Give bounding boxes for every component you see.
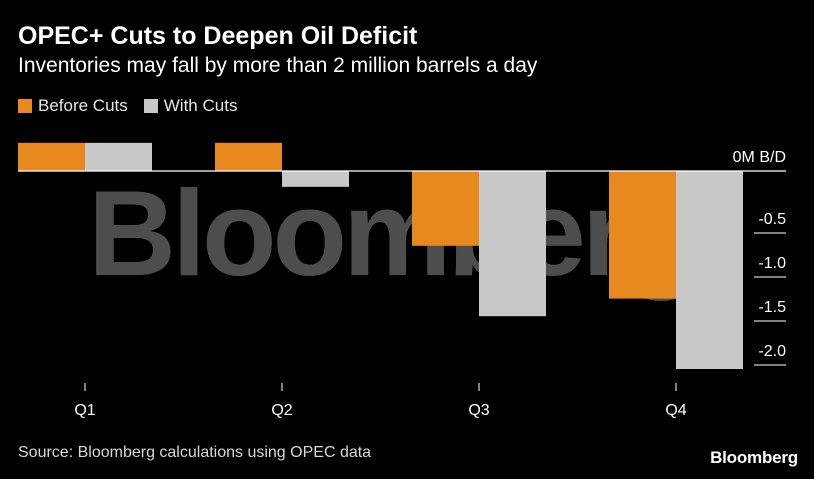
- legend-label-with-cuts: With Cuts: [163, 96, 238, 115]
- source-note: Source: Bloomberg calculations using OPE…: [18, 444, 372, 461]
- y-tick-label: -0.5: [758, 211, 786, 228]
- legend-item-with-cuts: With Cuts: [143, 96, 238, 116]
- bar-q2-with-cuts: [282, 171, 349, 187]
- y-tick-label: -1.0: [758, 255, 786, 272]
- legend-item-before-cuts: Before Cuts: [18, 96, 128, 116]
- bar-q3-before-cuts: [412, 171, 479, 246]
- x-tick-label: Q2: [271, 402, 292, 419]
- legend-swatch-with-cuts: [143, 99, 158, 113]
- x-tick-label: Q3: [468, 402, 489, 419]
- legend-label-before-cuts: Before Cuts: [38, 96, 128, 115]
- x-tick-label: Q1: [74, 402, 95, 419]
- bar-q4-before-cuts: [609, 171, 676, 299]
- y-tick-label: -2.0: [758, 343, 786, 360]
- legend-swatch-before-cuts: [18, 99, 32, 113]
- y-tick-label: -1.5: [758, 299, 786, 316]
- bar-q1-with-cuts: [85, 142, 152, 171]
- bar-q1-before-cuts: [18, 142, 85, 171]
- chart-subtitle: Inventories may fall by more than 2 mill…: [18, 54, 538, 77]
- legend: Before Cuts With Cuts: [18, 96, 253, 116]
- bar-q2-before-cuts: [215, 142, 282, 171]
- bloomberg-logo: Bloomberg: [710, 448, 798, 467]
- chart-title: OPEC+ Cuts to Deepen Oil Deficit: [18, 22, 418, 50]
- bar-q3-with-cuts: [479, 171, 546, 317]
- x-tick-label: Q4: [665, 402, 686, 419]
- bloomberg-watermark: Bloomberg: [88, 165, 696, 301]
- bar-q4-with-cuts: [676, 171, 743, 369]
- y-tick-label: 0M B/D: [733, 149, 786, 166]
